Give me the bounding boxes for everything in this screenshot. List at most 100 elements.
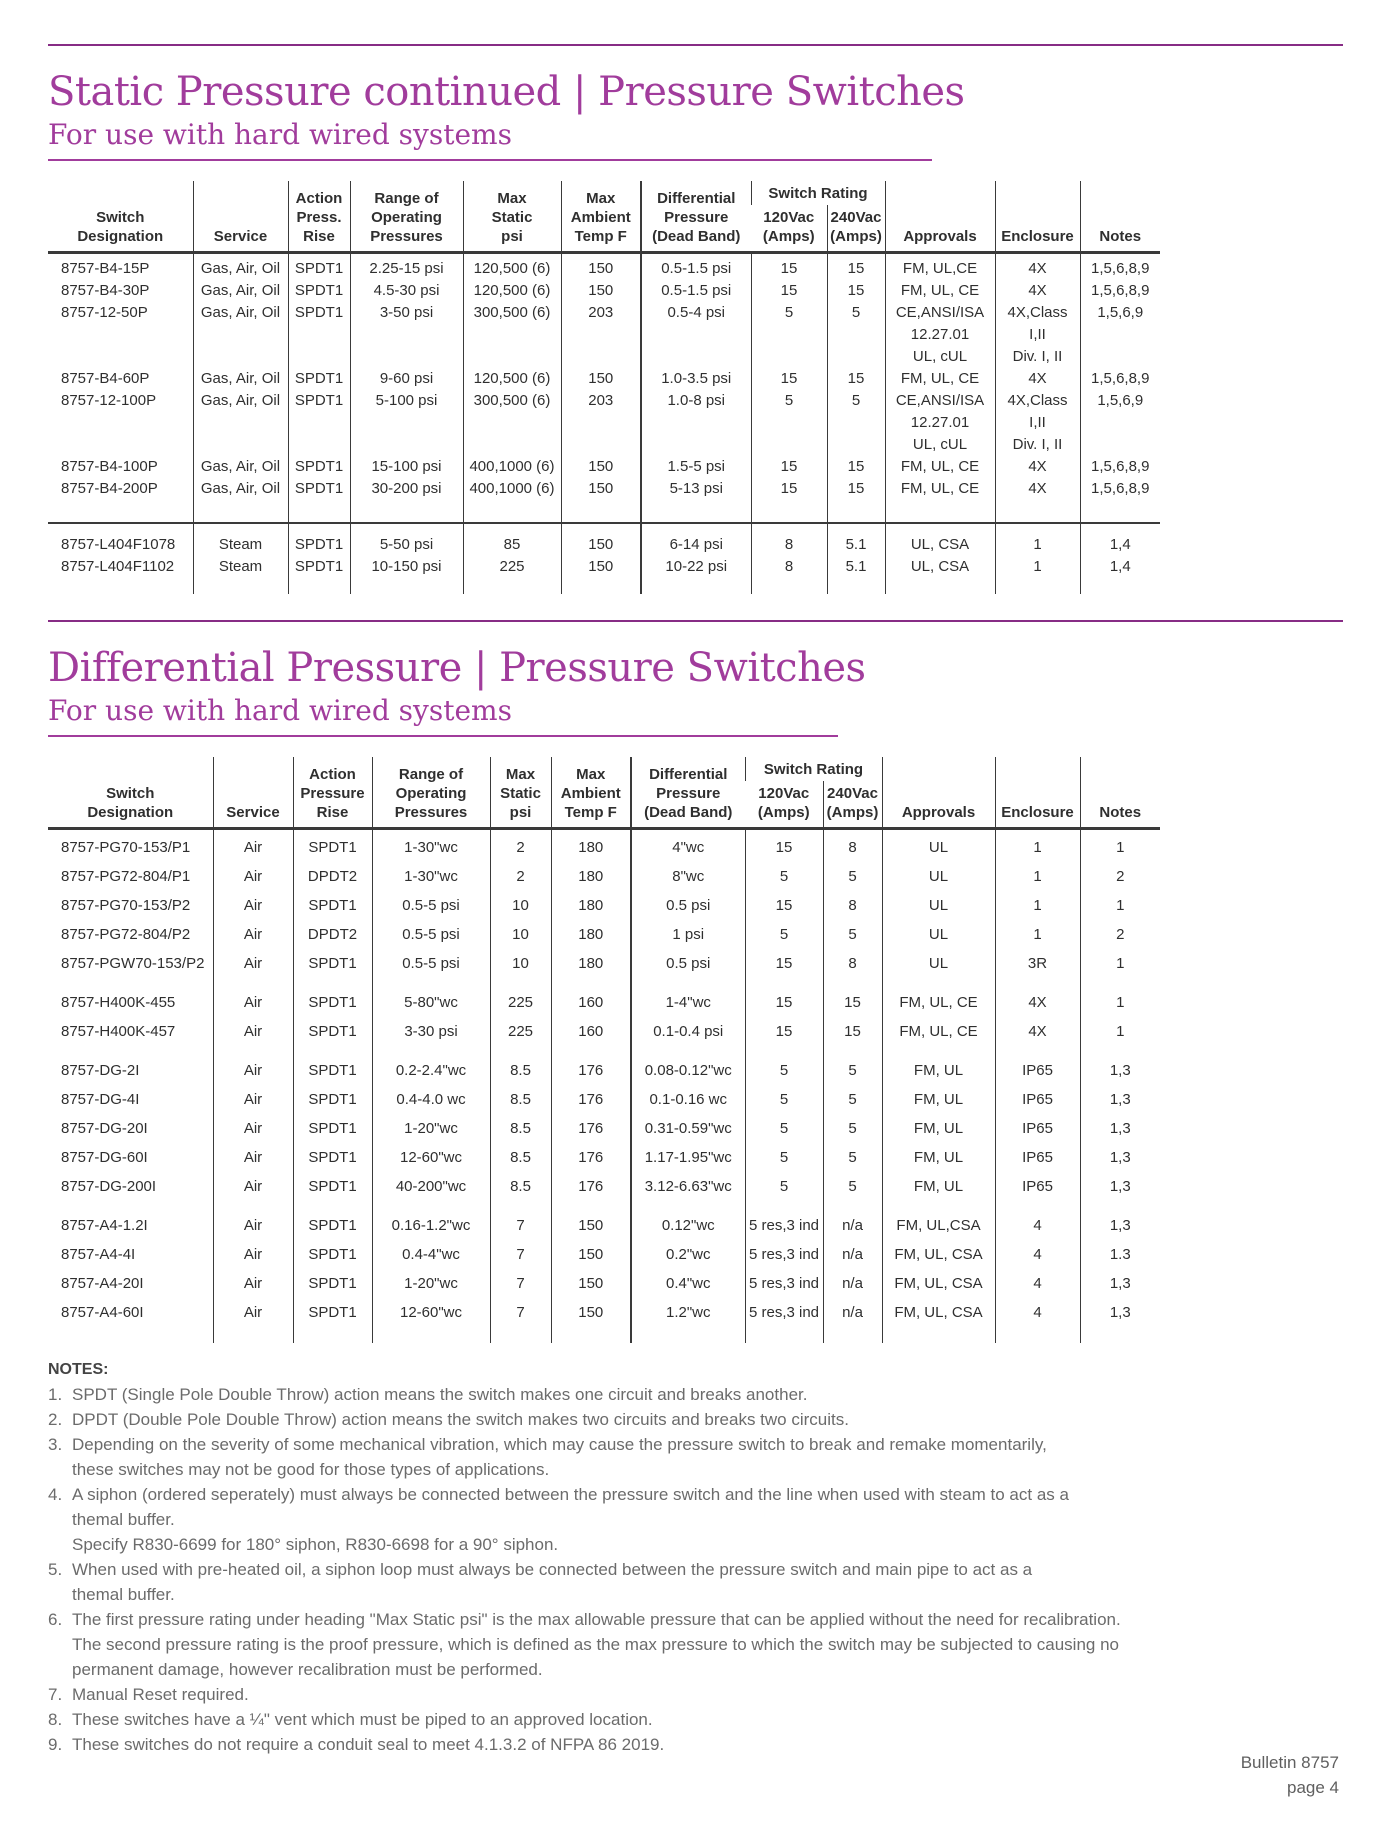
column-header-action-press-rise: Action Press. Rise	[287, 180, 350, 253]
table-cell: 120,500 (6)	[462, 279, 561, 302]
table-cell: 5-80"wc	[371, 977, 490, 1017]
switch-designation-cell: 8757-DG-20I	[61, 1119, 148, 1137]
table-cell: 0.31-0.59"wc	[630, 1113, 745, 1143]
table-cell: 5	[822, 1113, 882, 1143]
table-cell: 203	[560, 389, 641, 456]
table-cell: Air	[212, 1171, 293, 1201]
table-cell: 5	[744, 1142, 823, 1172]
column-header-notes: Notes	[1079, 756, 1160, 829]
table-cell: 2.25-15 psi	[349, 252, 463, 280]
table-cell: 150	[550, 1200, 631, 1240]
table-row: 8757-PGW70-153/P2 Air SPDT1 0.5-5 psi 10 180 0…	[48, 948, 1160, 978]
column-header-120vac: 120Vac (Amps)	[757, 784, 810, 821]
table-cell: 1	[994, 861, 1080, 891]
table-cell: 1	[1079, 977, 1160, 1017]
section2-underline	[48, 734, 838, 737]
table-cell: 10	[489, 890, 551, 920]
table-cell: 180	[550, 861, 631, 891]
table-row: 8757-A4-60I Air SPDT1 12-60"wc 7 150 1.2"wc 5 r…	[48, 1297, 1160, 1343]
table-cell: 1,4	[1079, 555, 1160, 594]
table-cell: SPDT1	[292, 1268, 372, 1298]
table-cell: 5	[750, 301, 827, 368]
table-cell: FM, UL	[881, 1171, 995, 1201]
switch-designation-cell: 8757-PG70-153/P1	[61, 838, 191, 856]
table-cell: Air	[212, 861, 293, 891]
switch-designation-cell: 8757-DG-60I	[61, 1148, 148, 1166]
table-cell: SPDT1	[292, 977, 372, 1017]
differential-pressure-table: Switch Designation Service Action Pressu…	[48, 756, 1160, 1343]
table-cell: FM, UL, CSA	[881, 1239, 995, 1269]
table-cell: 150	[550, 1297, 631, 1343]
table-cell: 0.5-4 psi	[640, 301, 751, 368]
column-header-diff-pressure: Differential Pressure (Dead Band)	[640, 180, 751, 253]
note-item: 7. Manual Reset required.	[48, 1682, 1198, 1707]
table-cell: 5	[826, 301, 885, 368]
table-cell: 3-50 psi	[349, 301, 463, 368]
table-cell: 1.0-8 psi	[640, 389, 751, 456]
table-cell: 1,3	[1079, 1200, 1160, 1240]
table-cell: 150	[560, 367, 641, 390]
table-cell: 5	[744, 919, 823, 949]
table-cell: 8.5	[489, 1045, 551, 1085]
column-header-240vac: 240Vac (Amps)	[826, 204, 885, 253]
table-cell: SPDT1	[287, 477, 350, 523]
table-cell: Air	[212, 1045, 293, 1085]
table-cell: 1	[994, 555, 1080, 594]
section1-subtitle: For use with hard wired systems	[48, 117, 512, 151]
note-text: These switches do not require a conduit …	[72, 1734, 665, 1754]
column-header-enclosure: Enclosure	[994, 180, 1080, 253]
bulletin-label: Bulletin 8757	[1240, 1753, 1339, 1772]
column-header-max-static: Max Static psi	[489, 756, 551, 829]
table-cell: 8	[822, 828, 882, 862]
section2-subtitle: For use with hard wired systems	[48, 693, 512, 727]
column-header-max-ambient: Max Ambient Temp F	[560, 180, 641, 253]
switch-designation-cell: 8757-A4-4I	[61, 1245, 136, 1263]
table-cell: 0.5-5 psi	[371, 890, 490, 920]
table-cell: SPDT1	[287, 301, 350, 368]
note-item: 5. When used with pre-heated oil, a sipho…	[48, 1557, 1198, 1607]
note-text: Depending on the severity of some mechan…	[72, 1434, 1047, 1479]
table-row: 8757-PG70-153/P2 Air SPDT1 0.5-5 psi 10 180 0.…	[48, 890, 1160, 920]
column-header-approvals: Approvals	[884, 180, 995, 253]
table-cell: 1-30"wc	[371, 828, 490, 862]
table-cell: 0.08-0.12"wc	[630, 1045, 745, 1085]
table-row: 8757-B4-30P Gas, Air, Oil SPDT1 4.5-30 psi 1…	[48, 279, 1160, 302]
table-cell: 12-60"wc	[371, 1142, 490, 1172]
table-cell: 5	[744, 861, 823, 891]
switch-designation-cell: 8757-A4-60I	[61, 1303, 144, 1321]
switch-designation-cell: 8757-A4-1.2I	[61, 1216, 148, 1234]
table-cell: 4	[994, 1239, 1080, 1269]
table-cell: FM, UL	[881, 1045, 995, 1085]
table-cell: 0.2-2.4"wc	[371, 1045, 490, 1085]
table-cell: 1	[1079, 1016, 1160, 1046]
table-cell: 1,3	[1079, 1113, 1160, 1143]
table-cell: FM, UL, CE	[881, 1016, 995, 1046]
column-header-range: Range of Operating Pressures	[349, 180, 463, 253]
table-row: 8757-PG72-804/P1 Air DPDT2 1-30"wc 2 180 8"wc 5…	[48, 861, 1160, 891]
note-number: 1.	[48, 1384, 63, 1404]
table-row: 8757-B4-15P Gas, Air, Oil SPDT1 2.25-15 psi…	[48, 252, 1160, 280]
table-cell: DPDT2	[292, 861, 372, 891]
table-cell: 1,3	[1079, 1268, 1160, 1298]
table-cell: 1	[994, 890, 1080, 920]
table-cell: Gas, Air, Oil	[192, 367, 288, 390]
table-cell: 400,1000 (6)	[462, 477, 561, 523]
table-row: 8757-L404F1102 Steam SPDT1 10-150 psi 225 150…	[48, 555, 1160, 594]
table-cell: 1-20"wc	[371, 1268, 490, 1298]
table-cell: 4X	[994, 1016, 1080, 1046]
table-row: 8757-A4-20I Air SPDT1 1-20"wc 7 150 0.4"wc 5 re…	[48, 1268, 1160, 1298]
section2-title: Differential Pressure | Pressure Switche…	[48, 644, 866, 691]
table-cell: 5	[822, 1142, 882, 1172]
column-header-switch-designation: Switch Designation	[77, 208, 164, 245]
table-cell: FM, UL,CSA	[881, 1200, 995, 1240]
table-cell: 150	[560, 252, 641, 280]
table-cell: 4X,Class I,II Div. I, II	[994, 389, 1080, 456]
column-header-max-static: Max Static psi	[462, 180, 561, 253]
table-cell: 225	[462, 555, 561, 594]
note-text: DPDT (Double Pole Double Throw) action m…	[72, 1409, 849, 1429]
table-block: 8757-DG-2I Air SPDT1 0.2-2.4"wc 8.5 176 0.08-0…	[48, 1045, 1160, 1201]
table-cell: Gas, Air, Oil	[192, 389, 288, 456]
note-text: Manual Reset required.	[72, 1684, 249, 1704]
table-cell: SPDT1	[292, 1113, 372, 1143]
table-cell: 4X	[994, 367, 1080, 390]
